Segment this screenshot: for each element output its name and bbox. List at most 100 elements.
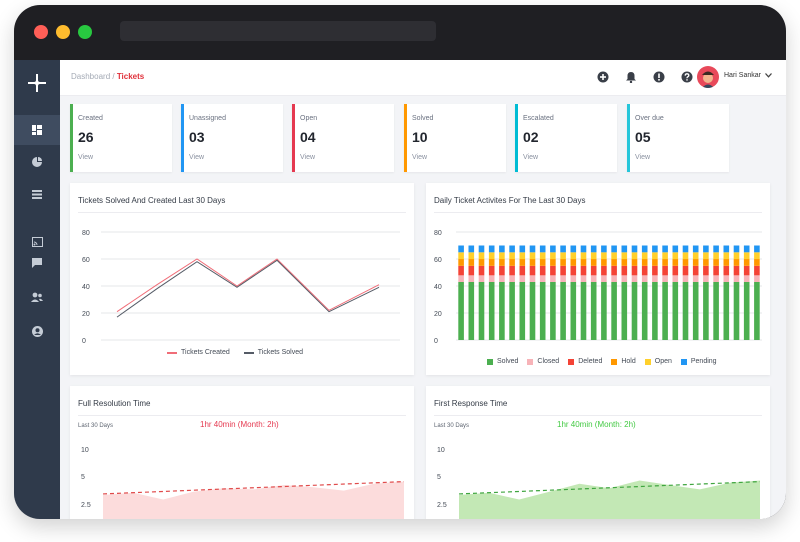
bar-segment-closed (703, 275, 709, 282)
y-tick-label: 10 (437, 447, 445, 454)
bar-segment-hold (611, 259, 617, 266)
y-tick-label: 20 (434, 311, 442, 318)
legend-item-solved[interactable]: Solved (487, 358, 518, 365)
bar-segment-hold (682, 259, 689, 266)
chevron-down-icon[interactable] (765, 73, 772, 78)
bar-segment-pending (488, 245, 495, 253)
bar-segment-deleted (529, 265, 536, 276)
app-screen: Dashboard / Tickets Hari Sankar Created … (14, 60, 786, 519)
minimize-window-button[interactable] (56, 25, 70, 39)
stat-card-created[interactable]: Created 26 View (70, 104, 172, 172)
y-tick-label: 80 (434, 230, 442, 237)
bar-segment-open (519, 252, 526, 260)
stat-card-solved[interactable]: Solved 10 View (404, 104, 506, 172)
legend-item-created[interactable]: Tickets Created (167, 349, 230, 356)
panel-title: First Response Time (434, 399, 508, 408)
breadcrumb-parent[interactable]: Dashboard (71, 72, 111, 81)
y-tick-label: 2.5 (437, 502, 447, 509)
stat-view-link[interactable]: View (412, 154, 428, 161)
bar-segment-hold (468, 259, 475, 266)
y-tick-label: 60 (82, 257, 90, 264)
bar-segment-solved (458, 282, 464, 340)
stat-view-link[interactable]: View (300, 154, 316, 161)
sidebar-item-dashboard[interactable] (14, 115, 60, 145)
sidebar-item-channels[interactable] (14, 227, 60, 257)
bar-chart-legend: Solved Closed Deleted Hold Open Pending (487, 358, 717, 365)
stat-view-link[interactable]: View (189, 154, 205, 161)
legend-swatch (167, 351, 177, 354)
bar-segment-open (723, 252, 730, 260)
bar-segment-pending (652, 245, 658, 253)
sidebar-item-tickets[interactable] (14, 179, 60, 209)
bar-segment-open (550, 252, 556, 260)
bar-segment-open (754, 252, 760, 260)
app-logo-icon[interactable] (14, 60, 60, 106)
users-icon (31, 292, 43, 302)
panel-divider (434, 212, 762, 213)
legend-item-solved[interactable]: Tickets Solved (243, 349, 303, 356)
bar-segment-deleted (641, 265, 648, 276)
sidebar-item-account[interactable] (14, 316, 60, 346)
stat-view-link[interactable]: View (635, 154, 651, 161)
bar-segment-closed (458, 275, 464, 282)
bar-segment-solved (529, 282, 536, 340)
bell-icon[interactable] (625, 71, 637, 83)
stat-view-link[interactable]: View (78, 154, 94, 161)
legend-item-deleted[interactable]: Deleted (568, 358, 602, 365)
bar-segment-solved (754, 282, 760, 340)
stat-value: 05 (635, 129, 651, 145)
bar-segment-hold (519, 259, 526, 266)
chat-icon (32, 258, 42, 268)
add-circle-icon[interactable] (597, 71, 609, 83)
info-icon[interactable] (653, 71, 665, 83)
bar-segment-closed (682, 275, 689, 282)
bar-segment-open (509, 252, 515, 260)
bar-segment-closed (662, 275, 668, 282)
bar-segment-pending (662, 245, 668, 253)
user-name[interactable]: Hari Sankar (724, 72, 761, 79)
bar-segment-closed (529, 275, 536, 282)
bar-segment-hold (580, 259, 587, 266)
stat-card-escalated[interactable]: Escalated 02 View (515, 104, 617, 172)
help-icon[interactable] (681, 71, 693, 83)
bar-segment-pending (468, 245, 475, 253)
bar-segment-open (478, 252, 485, 260)
sidebar-item-chat[interactable] (14, 248, 60, 278)
panel-title: Full Resolution Time (78, 399, 151, 408)
stat-card-open[interactable]: Open 04 View (292, 104, 394, 172)
address-bar[interactable] (120, 21, 436, 41)
bar-segment-solved (631, 282, 638, 340)
bar-segment-pending (590, 245, 597, 253)
stat-card-overdue[interactable]: Over due 05 View (627, 104, 729, 172)
bar-segment-solved (713, 282, 719, 340)
sidebar-item-reports[interactable] (14, 147, 60, 177)
close-window-button[interactable] (34, 25, 48, 39)
bar-segment-closed (580, 275, 587, 282)
bar-segment-pending (550, 245, 556, 253)
legend-item-open[interactable]: Open (644, 358, 672, 365)
avatar[interactable] (697, 66, 719, 88)
legend-item-hold[interactable]: Hold (611, 358, 636, 365)
stat-view-link[interactable]: View (523, 154, 539, 161)
bar-segment-hold (601, 259, 607, 266)
y-tick-label: 2.5 (81, 502, 91, 509)
y-tick-label: 20 (82, 311, 90, 318)
stat-card-unassigned[interactable]: Unassigned 03 View (181, 104, 283, 172)
bar-segment-solved (478, 282, 485, 340)
bar-segment-deleted (611, 265, 617, 276)
bar-segment-solved (641, 282, 648, 340)
legend-item-closed[interactable]: Closed (527, 358, 559, 365)
legend-item-pending[interactable]: Pending (680, 358, 717, 365)
sidebar-item-users[interactable] (14, 282, 60, 312)
bar-segment-solved (499, 282, 505, 340)
bar-segment-closed (631, 275, 638, 282)
bar-segment-pending (641, 245, 648, 253)
bar-segment-closed (692, 275, 699, 282)
bar-segment-hold (692, 259, 699, 266)
bar-segment-deleted (703, 265, 709, 276)
bar-segment-closed (641, 275, 648, 282)
maximize-window-button[interactable] (78, 25, 92, 39)
bar-segment-deleted (478, 265, 485, 276)
legend-label: Solved (497, 358, 519, 365)
bar-segment-hold (723, 259, 730, 266)
